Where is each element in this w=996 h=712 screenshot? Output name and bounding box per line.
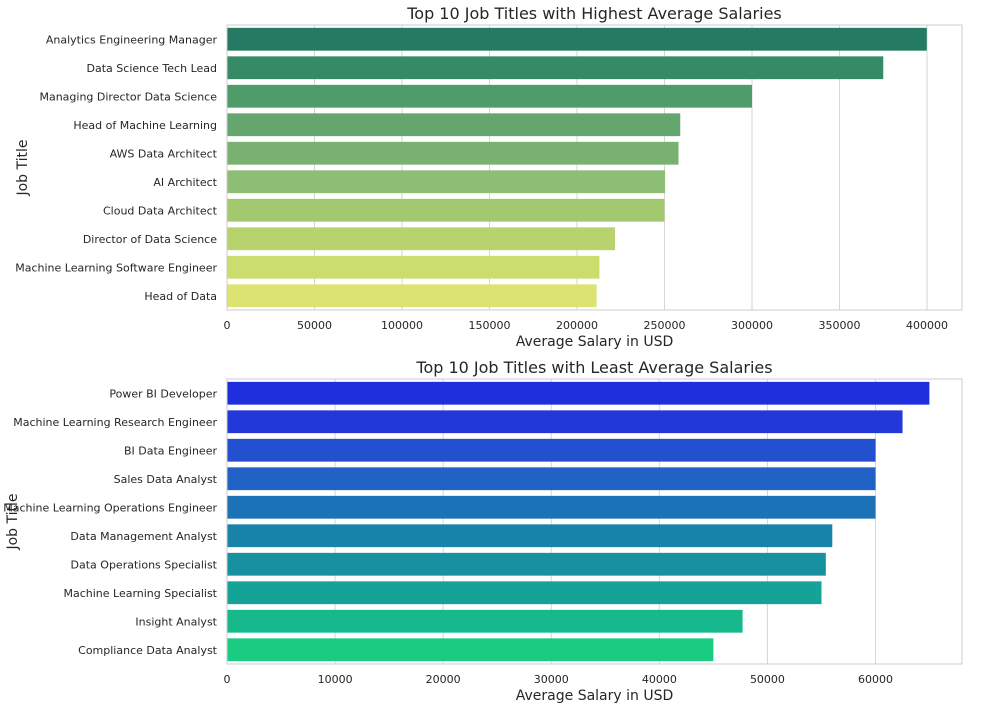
bar (227, 56, 884, 80)
bar (227, 141, 679, 165)
x-tick-label: 300000 (731, 319, 773, 332)
bar (227, 467, 876, 491)
x-tick-label: 0 (224, 319, 231, 332)
bar (227, 84, 752, 108)
x-tick-label: 20000 (426, 673, 461, 686)
y-tick-label: Director of Data Science (83, 233, 217, 246)
chart-title: Top 10 Job Titles with Least Average Sal… (415, 358, 772, 377)
x-tick-label: 30000 (534, 673, 569, 686)
bar (227, 27, 927, 51)
bar (227, 255, 600, 279)
y-tick-label: Data Science Tech Lead (87, 62, 217, 75)
y-tick-label: BI Data Engineer (124, 444, 218, 457)
y-tick-label: Machine Learning Software Engineer (15, 261, 217, 274)
chart-title: Top 10 Job Titles with Highest Average S… (406, 4, 782, 23)
plot-frame (226, 378, 963, 665)
x-tick-label: 100000 (381, 319, 423, 332)
y-tick-label: Machine Learning Research Engineer (13, 416, 217, 429)
y-tick-label: Machine Learning Operations Engineer (3, 501, 217, 514)
bar (227, 524, 833, 548)
chart-1: Analytics Engineering Manager Data Scienc… (15, 4, 963, 350)
y-tick-label: Machine Learning Specialist (63, 587, 217, 600)
y-tick-label: Analytics Engineering Manager (46, 33, 218, 46)
y-tick-label: Sales Data Analyst (114, 473, 218, 486)
y-tick-label: Cloud Data Architect (103, 204, 218, 217)
x-tick-label: 200000 (556, 319, 598, 332)
bar (227, 170, 666, 194)
bar (227, 227, 615, 251)
y-tick-label: Compliance Data Analyst (78, 644, 218, 657)
x-axis-label: Average Salary in USD (516, 334, 674, 350)
bar (227, 381, 930, 405)
bar (227, 410, 903, 434)
x-tick-label: 50000 (750, 673, 785, 686)
x-tick-label: 50000 (297, 319, 332, 332)
y-tick-label: Head of Data (144, 290, 217, 303)
chart-2: Power BI Developer Machine Learning Resea… (3, 358, 963, 704)
y-tick-label: AWS Data Architect (110, 147, 218, 160)
y-tick-label: Head of Machine Learning (73, 119, 217, 132)
x-tick-label: 0 (224, 673, 231, 686)
y-tick-label: Managing Director Data Science (39, 90, 217, 103)
x-axis-label: Average Salary in USD (516, 688, 674, 704)
x-tick-label: 10000 (318, 673, 353, 686)
bar (227, 438, 876, 462)
y-tick-label: Insight Analyst (135, 615, 217, 628)
x-tick-label: 150000 (469, 319, 511, 332)
x-tick-label: 40000 (642, 673, 677, 686)
x-tick-label: 350000 (819, 319, 861, 332)
plot-frame (226, 24, 963, 311)
bar (227, 638, 714, 662)
bar (227, 284, 597, 308)
bar (227, 609, 743, 633)
x-tick-label: 400000 (906, 319, 948, 332)
y-tick-label: Data Operations Specialist (71, 558, 218, 571)
y-axis-label: Job Title (15, 139, 31, 196)
bar (227, 198, 665, 222)
bar (227, 581, 822, 605)
y-tick-label: Power BI Developer (109, 387, 217, 400)
y-axis-label: Job Title (5, 493, 21, 550)
bar (227, 113, 681, 137)
y-tick-label: Data Management Analyst (70, 530, 217, 543)
y-tick-label: AI Architect (153, 176, 217, 189)
x-tick-label: 60000 (858, 673, 893, 686)
bar (227, 552, 826, 576)
bar (227, 495, 876, 519)
x-tick-label: 250000 (644, 319, 686, 332)
